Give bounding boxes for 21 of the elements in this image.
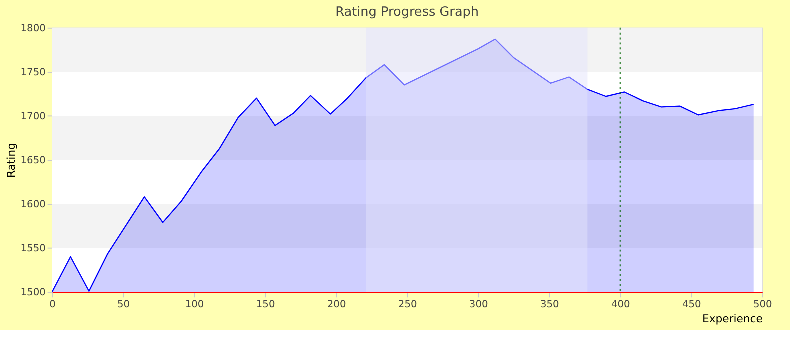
x-axis-title: Experience bbox=[702, 312, 764, 326]
x-tick-label: 500 bbox=[753, 300, 772, 311]
y-tick-label: 1750 bbox=[20, 67, 46, 78]
x-tick-label: 200 bbox=[327, 300, 346, 311]
y-tick-label: 1650 bbox=[20, 156, 46, 167]
x-tick-label: 100 bbox=[185, 300, 204, 311]
chart-title: Rating Progress Graph bbox=[336, 5, 480, 20]
y-tick-label: 1600 bbox=[20, 200, 46, 211]
y-axis-title: Rating bbox=[4, 143, 18, 178]
x-tick-label: 300 bbox=[469, 300, 488, 311]
x-tick-label: 150 bbox=[256, 300, 276, 311]
y-tick-label: 1550 bbox=[20, 244, 46, 255]
x-tick-label: 350 bbox=[540, 300, 560, 311]
x-tick-label: 50 bbox=[118, 300, 130, 311]
y-tick-label: 1800 bbox=[20, 23, 46, 34]
x-tick-label: 450 bbox=[682, 300, 702, 311]
x-tick-label: 250 bbox=[398, 300, 418, 311]
y-tick-label: 1500 bbox=[20, 288, 46, 299]
y-tick-label: 1700 bbox=[20, 111, 46, 122]
x-tick-label: 400 bbox=[611, 300, 630, 311]
x-tick-label: 0 bbox=[50, 300, 56, 311]
